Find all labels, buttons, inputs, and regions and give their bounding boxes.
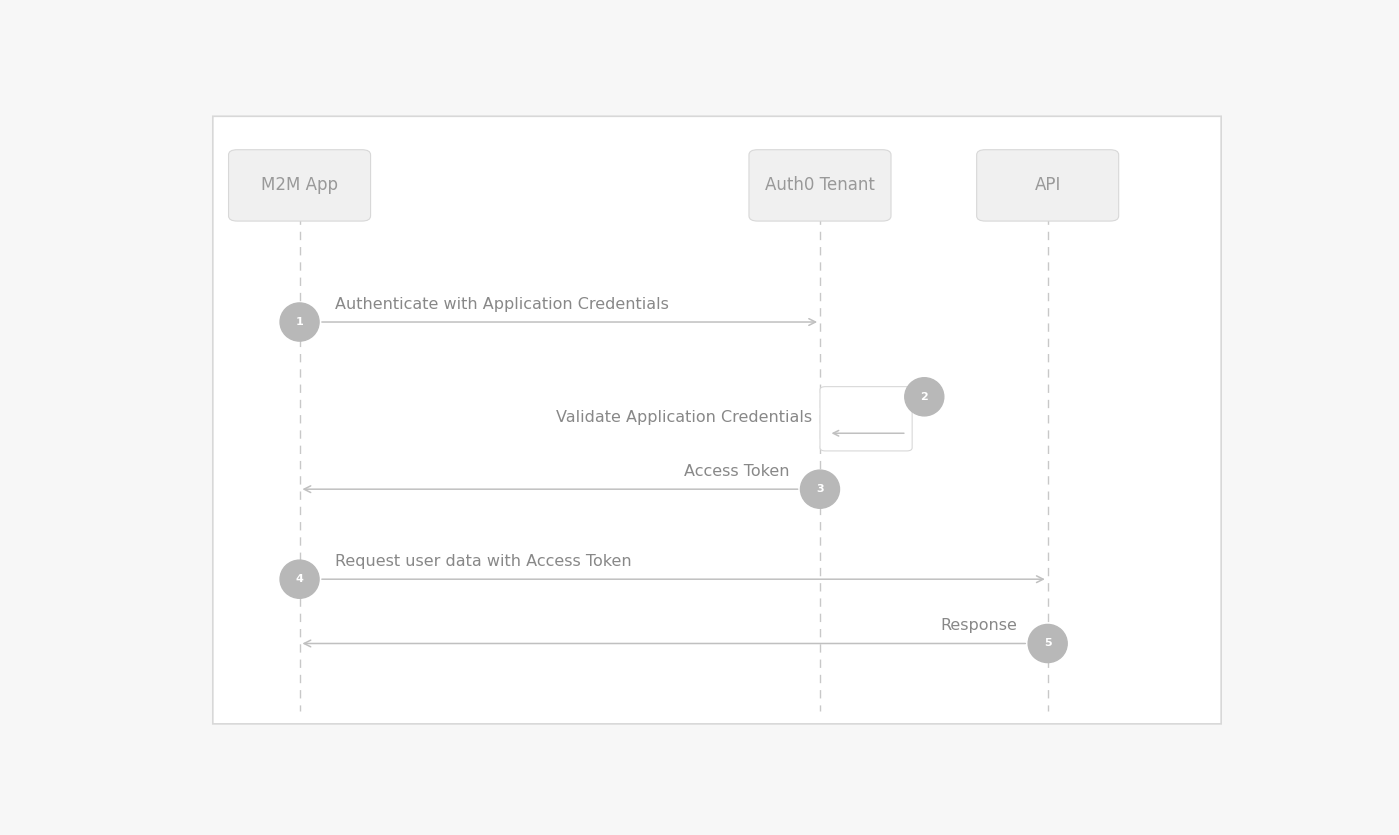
Text: 3: 3 <box>816 484 824 494</box>
FancyBboxPatch shape <box>820 387 912 451</box>
Ellipse shape <box>280 303 319 342</box>
Text: 4: 4 <box>295 574 304 584</box>
Text: Access Token: Access Token <box>684 464 789 479</box>
Text: Authenticate with Application Credentials: Authenticate with Application Credential… <box>336 296 669 311</box>
FancyBboxPatch shape <box>977 149 1119 221</box>
FancyBboxPatch shape <box>228 149 371 221</box>
Ellipse shape <box>280 560 319 599</box>
FancyBboxPatch shape <box>748 149 891 221</box>
Ellipse shape <box>905 377 944 416</box>
Text: M2M App: M2M App <box>262 176 339 195</box>
FancyBboxPatch shape <box>213 116 1221 724</box>
Text: 2: 2 <box>921 392 928 402</box>
Text: 5: 5 <box>1044 639 1052 649</box>
Text: Response: Response <box>940 618 1017 633</box>
Text: Request user data with Access Token: Request user data with Access Token <box>336 554 632 569</box>
Text: 1: 1 <box>295 317 304 327</box>
Ellipse shape <box>1028 625 1067 663</box>
Text: Validate Application Credentials: Validate Application Credentials <box>557 409 813 424</box>
Text: API: API <box>1034 176 1060 195</box>
Ellipse shape <box>800 470 839 509</box>
Text: Auth0 Tenant: Auth0 Tenant <box>765 176 874 195</box>
